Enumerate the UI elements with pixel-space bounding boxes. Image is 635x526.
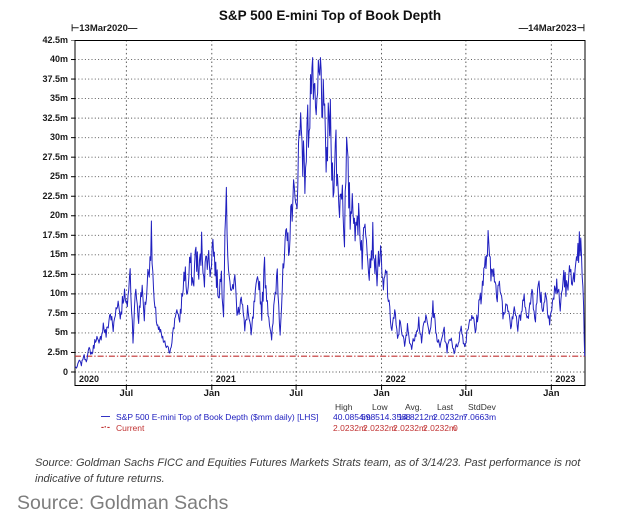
y-axis-label: 2.5m (47, 346, 68, 357)
stats-column-header: Avg. (405, 402, 422, 412)
y-axis-label: 20m (49, 210, 68, 221)
date-range-end-label: —14Mar2023⊣ (518, 23, 585, 34)
y-axis-label: 42.5m (42, 34, 68, 45)
stats-value: 2.0232m (423, 423, 457, 433)
y-axis-label: 32.5m (42, 112, 68, 123)
x-axis-month-label: Jul (119, 388, 134, 399)
series-line (74, 57, 586, 369)
page-source: Source: Goldman Sachs (17, 492, 229, 514)
footnote-line-2: indicative of future returns. (35, 473, 165, 485)
y-axis-label: 5m (54, 327, 68, 338)
y-axis-label: 25m (49, 171, 68, 182)
y-axis-label: 7.5m (47, 307, 68, 318)
stats-value: 7.0663m (463, 412, 497, 422)
footnote: Source: Goldman Sachs FICC and Equities … (35, 455, 610, 487)
x-axis-month-label: Jan (203, 388, 220, 399)
current-line-marker-icon: -·- (101, 422, 110, 432)
x-axis-year-label: 2022 (385, 374, 406, 384)
series-line-marker-icon: — (101, 411, 110, 421)
x-axis-year-label: 2021 (215, 374, 236, 384)
plot-area (71, 40, 586, 390)
stats-value: 40.0854m (333, 412, 371, 422)
x-axis-year-label: 2020 (79, 374, 100, 384)
chart-title: S&P 500 E-mini Top of Book Depth (218, 8, 442, 23)
x-axis-year-label: 2023 (555, 374, 576, 384)
y-axis-label: 10m (49, 288, 68, 299)
y-axis-label: 17.5m (42, 229, 68, 240)
stats-column-header: Last (437, 402, 454, 412)
y-axis-label: 27.5m (42, 151, 68, 162)
x-axis-month-label: Jan (543, 388, 560, 399)
stats-value: 0 (453, 423, 458, 433)
y-axis-label: 22.5m (42, 190, 68, 201)
stats-column-header: Low (372, 402, 388, 412)
stats-column-header: StdDev (468, 402, 496, 412)
x-axis-month-label: Jul (289, 388, 303, 399)
y-axis-label: 12.5m (42, 268, 68, 279)
x-axis-month-label: Jul (459, 388, 473, 399)
x-axis-month-label: Jan (373, 388, 390, 399)
y-axis-label: 0 (62, 366, 68, 377)
date-range-start-label: ⊢13Mar2020— (71, 23, 138, 34)
stats-value: 2.0232m (363, 423, 397, 433)
stats-value: 2.0232m (333, 423, 367, 433)
stats-column-header: High (335, 402, 353, 412)
y-axis-label: 30m (49, 132, 68, 143)
y-axis-label: 40m (49, 54, 68, 65)
stats-value: 2.0232m (393, 423, 427, 433)
legend-series-label: S&P 500 E-mini Top of Book Depth ($mm da… (116, 412, 319, 422)
plot-frame (74, 40, 586, 386)
y-axis-label: 15m (49, 249, 68, 260)
legend-current-label: Current (116, 423, 145, 433)
stats-value: 14.8212m (398, 412, 436, 422)
y-axis-label: 37.5m (42, 73, 68, 84)
y-axis-label: 35m (49, 93, 68, 104)
stats-value: 598514.3568 (361, 412, 411, 422)
stats-value: 2.0232m (433, 412, 467, 422)
footnote-line-1: Source: Goldman Sachs FICC and Equities … (35, 457, 581, 469)
